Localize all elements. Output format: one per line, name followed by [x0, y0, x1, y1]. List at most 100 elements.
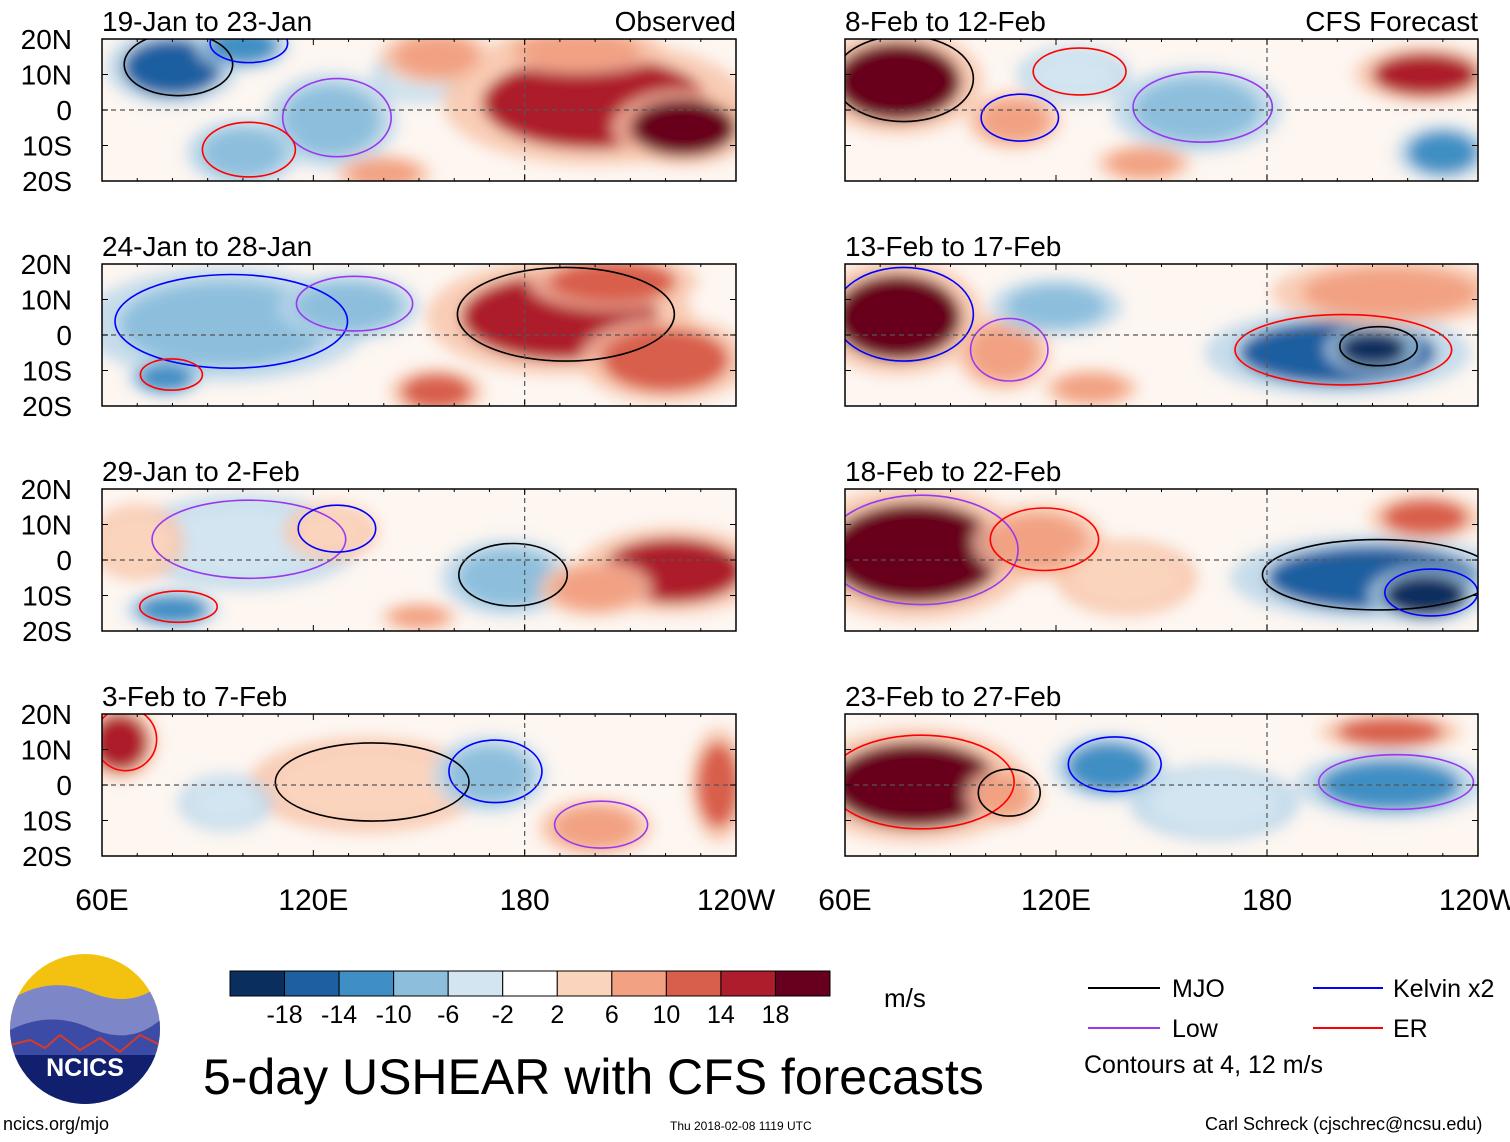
contour-low: [845, 494, 1019, 606]
panel-right-4: 23-Feb to 27-Feb: [844, 681, 1479, 857]
anomaly-peak: [1353, 339, 1392, 359]
panel-date-label: 18-Feb to 22-Feb: [845, 456, 1061, 487]
anomaly-core: [394, 39, 479, 79]
colorbar-swatch: [393, 970, 449, 997]
anomaly-peak: [145, 51, 200, 84]
panel-right-2: 13-Feb to 17-Feb: [844, 231, 1479, 407]
wave-contours: [138, 499, 569, 624]
panel-date-label: 3-Feb to 7-Feb: [102, 681, 287, 712]
anomaly-core: [295, 510, 367, 553]
x-tick-label: 180: [1242, 884, 1292, 917]
anomaly-core: [1108, 149, 1180, 178]
anomaly-core: [1056, 374, 1127, 403]
anomaly-peak: [862, 293, 933, 341]
anomaly-core: [1006, 285, 1106, 328]
contour-kelvin-x2: [114, 273, 349, 370]
contour-note: Contours at 4, 12 m/s: [1084, 1051, 1324, 1079]
x-tick-label: 120E: [278, 884, 348, 917]
contour-mjo: [274, 742, 470, 822]
contour-mjo: [845, 39, 975, 123]
anomaly-core: [552, 806, 638, 849]
panel-left-1: 19-Jan to 23-Jan Observed: [101, 6, 737, 182]
anomaly-peak: [417, 382, 456, 402]
y-tick-label: 10S: [22, 806, 72, 837]
anomaly-core: [137, 363, 194, 392]
anomaly-core: [1066, 742, 1151, 793]
contour-er: [1234, 313, 1453, 386]
y-tick-label: 0: [56, 545, 72, 576]
anomaly-core: [1073, 549, 1180, 607]
panel-date-label: 13-Feb to 17-Feb: [845, 231, 1061, 262]
anomaly-core: [968, 324, 1039, 382]
contour-kelvin-x2: [980, 93, 1060, 142]
colorbar: -18 -14 -10 -6 -2 2 6 10 14 18: [229, 970, 831, 1029]
y-tick-label: 0: [56, 320, 72, 351]
panel-left-3: 29-Jan to 2-Feb: [101, 456, 737, 632]
contour-er: [139, 358, 204, 392]
legend-label: Kelvin x2: [1393, 975, 1494, 1003]
shear-field: [845, 714, 1478, 856]
x-tick-label: 180: [500, 884, 550, 917]
anomaly-core: [457, 549, 557, 607]
contour-mjo: [1261, 538, 1478, 611]
panels-group: 19-Jan to 23-Jan Observed 24-Jan to 28-Jan…: [101, 6, 1479, 857]
shear-field: [102, 39, 736, 181]
anomaly-core: [295, 281, 402, 332]
y-tick-label: 10N: [21, 60, 72, 91]
anomaly-peak: [862, 60, 933, 104]
contour-legend: MJO Kelvin x2 Low ER: [1088, 975, 1494, 1043]
contour-low: [151, 499, 347, 580]
colorbar-swatch: [720, 970, 776, 997]
colorbar-swatch: [338, 970, 395, 997]
contour-kelvin-x2: [448, 739, 543, 804]
author-credit: Carl Schreck (cjschrec@ncsu.edu): [1205, 1114, 1483, 1134]
contour-er: [989, 507, 1100, 572]
anomaly-core: [102, 513, 173, 571]
contour-low: [969, 317, 1049, 382]
panel-date-label: 23-Feb to 27-Feb: [845, 681, 1061, 712]
colorbar-swatch: [611, 970, 667, 997]
colorbar-tick-label: -2: [492, 1001, 514, 1029]
x-tick-label: 60E: [75, 884, 128, 917]
colorbar-swatch: [665, 970, 722, 997]
contour-mjo: [123, 39, 234, 97]
shear-field: [102, 714, 736, 856]
x-tick-label: 120E: [1021, 884, 1091, 917]
contour-kelvin-x2: [845, 266, 975, 362]
contour-mjo: [1339, 325, 1418, 367]
anomaly-core: [207, 39, 279, 64]
colorbar-swatch: [284, 970, 340, 997]
contour-mjo: [458, 542, 569, 607]
shear-field: [102, 264, 736, 406]
wave-contours: [845, 266, 1453, 386]
x-tick-label: 60E: [818, 884, 871, 917]
colorbar-tick-label: 6: [605, 1001, 619, 1029]
anomaly-peak: [654, 112, 713, 144]
contour-low: [553, 800, 649, 849]
units-label: m/s: [884, 983, 926, 1013]
wave-contours: [845, 734, 1475, 830]
site-link[interactable]: ncics.org/mjo: [3, 1114, 110, 1134]
contour-low: [1132, 71, 1274, 143]
legend-label: ER: [1393, 1015, 1428, 1043]
y-tick-label: 0: [56, 770, 72, 801]
anomaly-core: [1319, 760, 1461, 810]
anomaly-core: [447, 745, 532, 803]
anomaly-peak: [1361, 723, 1420, 740]
y-tick-label: 10S: [22, 581, 72, 612]
anomaly-core: [281, 85, 381, 157]
anomaly-core: [390, 606, 448, 628]
contour-er: [102, 714, 158, 772]
colorbar-tick-label: 10: [652, 1001, 680, 1029]
contour-mjo: [456, 266, 676, 362]
contour-er: [1032, 47, 1127, 96]
panel-date-label: 19-Jan to 23-Jan: [102, 6, 312, 37]
y-tick-label: 20N: [21, 474, 72, 505]
y-tick-label: 10S: [22, 131, 72, 162]
y-tick-label: 20N: [21, 699, 72, 730]
anomaly-core: [1407, 131, 1478, 174]
anomaly-core: [1302, 267, 1478, 318]
panel-date-label: 8-Feb to 12-Feb: [845, 6, 1046, 37]
contour-mjo: [977, 768, 1041, 817]
anomaly-core: [137, 595, 208, 624]
